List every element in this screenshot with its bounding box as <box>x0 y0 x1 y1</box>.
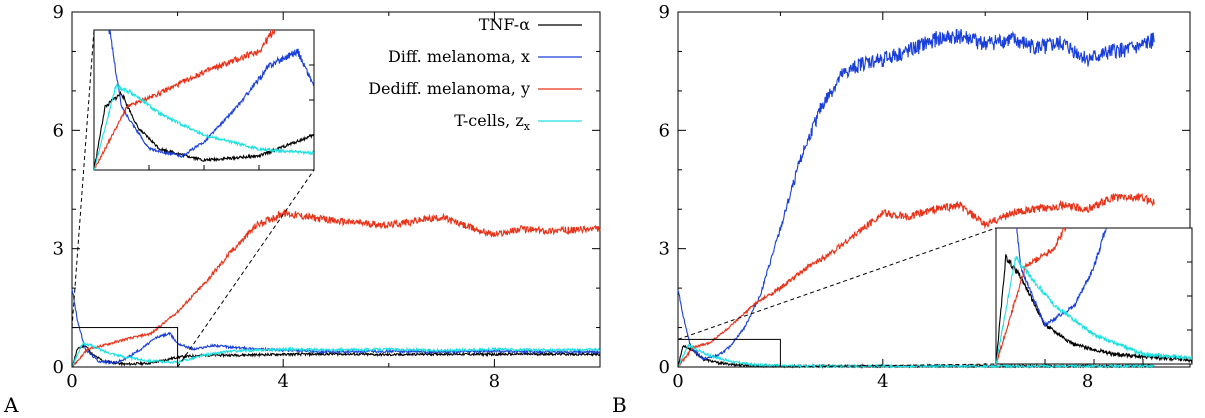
series-line <box>72 210 600 367</box>
panel-b: 0 4 8 0 3 6 9 <box>659 0 1192 392</box>
y-tick-label: 9 <box>659 2 670 23</box>
x-tick-label: 4 <box>877 371 888 392</box>
zoom-connector <box>678 228 996 339</box>
x-tick-label: 0 <box>672 371 683 392</box>
legend-subscript: x <box>524 120 531 133</box>
x-tick-label: 4 <box>277 371 288 392</box>
y-tick-label: 6 <box>659 120 670 141</box>
legend-label: T-cells, zx <box>454 111 531 133</box>
y-tick-label: 3 <box>659 239 670 260</box>
y-tick-label: 0 <box>659 357 670 378</box>
y-tick-label: 9 <box>53 2 64 23</box>
zoom-connector <box>178 170 314 367</box>
panel-a: 0 4 8 0 3 6 9 TNF-α Diff. melanoma, x Dediff. mel… <box>53 0 600 392</box>
x-tick-label: 8 <box>1082 371 1093 392</box>
legend-label: TNF-α <box>479 15 530 34</box>
inset-frame <box>996 228 1192 364</box>
panel-label-a: A <box>3 393 19 417</box>
x-tick-label: 8 <box>489 371 500 392</box>
x-tick-label: 0 <box>66 371 77 392</box>
series-line <box>72 345 600 367</box>
y-tick-label: 3 <box>53 239 64 260</box>
y-tick-label: 6 <box>53 120 64 141</box>
legend-label: Dediff. melanoma, y <box>368 79 530 98</box>
zoom-window <box>678 339 780 367</box>
panel-label-b: B <box>612 393 627 417</box>
zoom-connector <box>72 30 94 328</box>
legend: TNF-α Diff. melanoma, x Dediff. melanoma, … <box>368 15 582 133</box>
legend-label: Diff. melanoma, x <box>388 47 530 66</box>
y-tick-label: 0 <box>53 357 64 378</box>
